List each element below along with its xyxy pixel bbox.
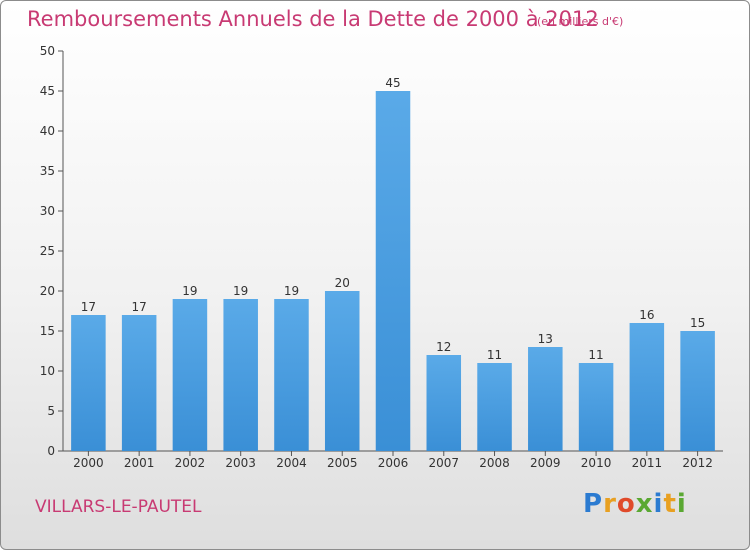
logo-letter: i xyxy=(653,489,664,519)
y-tick-label: 25 xyxy=(40,244,55,258)
x-tick-label: 2002 xyxy=(175,456,206,470)
y-tick-label: 15 xyxy=(40,324,55,338)
y-tick-label: 10 xyxy=(40,364,55,378)
bar xyxy=(121,315,157,451)
bar-value-label: 16 xyxy=(639,308,654,322)
bar xyxy=(71,315,106,451)
y-tick-label: 0 xyxy=(47,444,55,458)
logo-letter: r xyxy=(603,489,617,519)
bar-value-label: 17 xyxy=(81,300,96,314)
bar-value-label: 13 xyxy=(538,332,553,346)
y-tick-label: 40 xyxy=(40,124,55,138)
bar xyxy=(528,347,563,451)
x-tick-label: 2010 xyxy=(581,456,612,470)
bar-value-label: 20 xyxy=(335,276,350,290)
chart-title: Remboursements Annuels de la Dette de 20… xyxy=(27,7,599,31)
bar xyxy=(172,299,208,451)
logo-letter: P xyxy=(583,489,604,519)
y-tick-label: 30 xyxy=(40,204,55,218)
chart-subtitle: (en milliers d'€) xyxy=(537,15,624,28)
x-tick-label: 2003 xyxy=(225,456,256,470)
y-tick-label: 45 xyxy=(40,84,55,98)
x-tick-label: 2007 xyxy=(428,456,459,470)
bar xyxy=(223,299,258,451)
bar xyxy=(324,291,360,451)
x-tick-label: 2001 xyxy=(124,456,155,470)
x-tick-label: 2011 xyxy=(632,456,663,470)
x-tick-label: 2012 xyxy=(682,456,713,470)
bar xyxy=(578,363,614,451)
logo-letter: x xyxy=(635,489,654,519)
x-tick-label: 2000 xyxy=(73,456,104,470)
commune-name: VILLARS-LE-PAUTEL xyxy=(35,497,202,517)
x-tick-label: 2005 xyxy=(327,456,358,470)
x-tick-label: 2009 xyxy=(530,456,561,470)
y-tick-label: 50 xyxy=(40,44,55,58)
y-tick-label: 35 xyxy=(40,164,55,178)
y-tick-label: 20 xyxy=(40,284,55,298)
logo-letter: i xyxy=(676,489,687,519)
bar-value-label: 11 xyxy=(487,348,502,362)
bar xyxy=(375,91,411,451)
bar-value-label: 45 xyxy=(385,76,400,90)
bar xyxy=(426,355,462,451)
bar-value-label: 15 xyxy=(690,316,705,330)
bar xyxy=(629,323,665,451)
logo-letter: t xyxy=(663,489,677,519)
bar xyxy=(680,331,715,451)
x-tick-label: 2008 xyxy=(479,456,510,470)
bar xyxy=(274,299,309,451)
logo-letter: o xyxy=(616,489,636,519)
bar-value-label: 17 xyxy=(132,300,147,314)
x-tick-label: 2004 xyxy=(276,456,307,470)
bar xyxy=(477,363,512,451)
bar-value-label: 19 xyxy=(182,284,197,298)
bar-value-label: 12 xyxy=(436,340,451,354)
proxiti-logo: Proxiti xyxy=(583,489,687,519)
x-tick-label: 2006 xyxy=(378,456,409,470)
bar-value-label: 19 xyxy=(233,284,248,298)
bar-value-label: 19 xyxy=(284,284,299,298)
y-tick-label: 5 xyxy=(47,404,55,418)
bar-value-label: 11 xyxy=(588,348,603,362)
